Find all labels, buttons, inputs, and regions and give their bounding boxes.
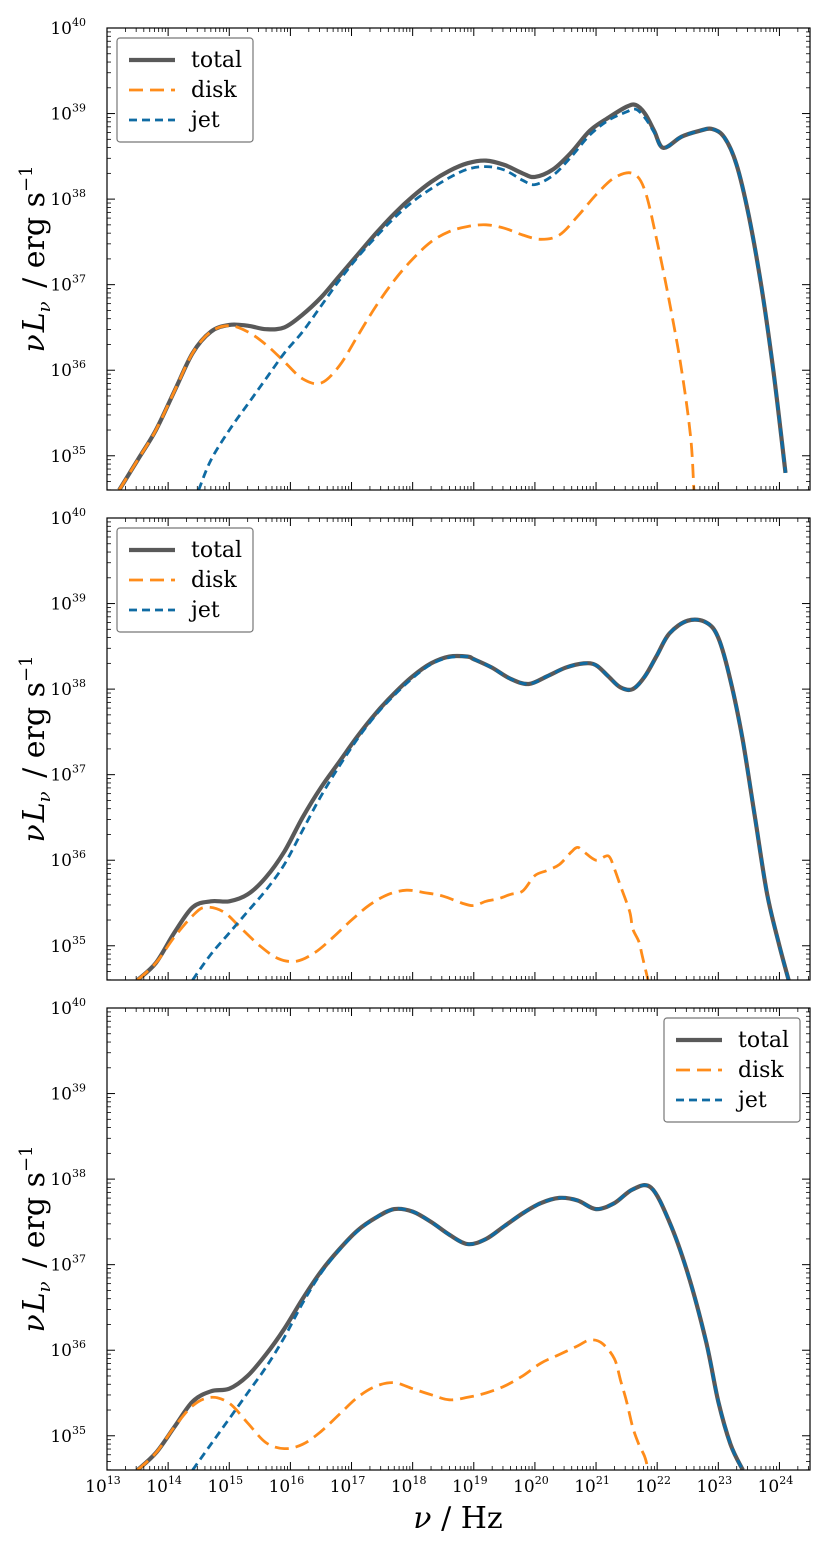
- y-tick-label: 1039: [50, 102, 86, 125]
- x-tick-label: 1017: [330, 1474, 366, 1497]
- legend-label-total: total: [191, 538, 242, 563]
- x-tick-label: 1014: [146, 1474, 182, 1497]
- legend-label-disk: disk: [191, 78, 237, 103]
- y-tick-label: 1037: [50, 1253, 86, 1276]
- x-tick-label: 1018: [391, 1474, 427, 1497]
- panel-top: 1035 1036 1037 1038 1039 1040 νLν / erg s−1 tot…: [16, 16, 811, 491]
- legend: total disk jet: [116, 527, 254, 633]
- legend-label-disk: disk: [191, 568, 237, 593]
- series-jet-line: [197, 107, 787, 490]
- y-tick-label: 1036: [50, 358, 86, 381]
- y-tick-label: 1040: [50, 16, 86, 39]
- x-tick-label: 1016: [269, 1474, 305, 1497]
- legend-label-jet: jet: [188, 598, 220, 623]
- x-tick-label: 1020: [513, 1474, 549, 1497]
- y-tick-label: 1035: [50, 1424, 86, 1447]
- y-tick-label: 1039: [50, 592, 86, 615]
- x-axis-label-text: ν / Hz: [413, 1501, 502, 1536]
- legend-label-jet: jet: [188, 108, 220, 133]
- legend-label-disk: disk: [738, 1058, 784, 1083]
- y-axis-label: νLν / erg s−1: [16, 655, 55, 842]
- legend-label-total: total: [738, 1028, 789, 1053]
- y-tick-label: 1038: [50, 187, 86, 210]
- y-tick-label: 1040: [50, 506, 86, 529]
- series-jet-line: [191, 618, 790, 980]
- y-tick-label: 1036: [50, 848, 86, 871]
- y-tick-label: 1035: [50, 934, 86, 957]
- x-tick-label: 1022: [635, 1474, 671, 1497]
- y-tick-label: 1035: [50, 444, 86, 467]
- y-axis-label: νLν / erg s−1: [16, 1145, 55, 1332]
- legend: total disk jet: [663, 1017, 801, 1123]
- series-disk-line: [118, 171, 696, 490]
- x-tick-label: 1023: [696, 1474, 732, 1497]
- y-tick-label: 1038: [50, 677, 86, 700]
- x-tick-label: 1013: [85, 1474, 121, 1497]
- panel-bottom: 1013 1014 1015 1016 1017 1018 1019 1020 1021 1022…: [16, 996, 811, 1497]
- legend-label-total: total: [191, 48, 242, 73]
- x-tick-label: 1021: [574, 1474, 610, 1497]
- y-tick-label: 1036: [50, 1338, 86, 1361]
- legend-label-jet: jet: [735, 1088, 767, 1113]
- y-axis-label: νLν / erg s−1: [16, 165, 55, 352]
- series-disk-line: [136, 846, 650, 980]
- x-tick-label: 1024: [758, 1474, 794, 1497]
- y-tick-label: 1039: [50, 1082, 86, 1105]
- series-total-line: [117, 102, 788, 490]
- x-axis-label: ν / Hz: [413, 1501, 502, 1536]
- series-disk-line: [136, 1338, 650, 1470]
- y-tick-label: 1040: [50, 996, 86, 1019]
- y-tick-label: 1037: [50, 273, 86, 296]
- y-tick-label: 1038: [50, 1167, 86, 1190]
- x-tick-label: 1019: [452, 1474, 488, 1497]
- x-tick-label: 1015: [207, 1474, 243, 1497]
- legend: total disk jet: [116, 37, 254, 143]
- y-tick-label: 1037: [50, 763, 86, 786]
- series-jet-line: [191, 1183, 745, 1470]
- panel-middle: 1035 1036 1037 1038 1039 1040 νLν / erg s−1 tot…: [16, 506, 811, 981]
